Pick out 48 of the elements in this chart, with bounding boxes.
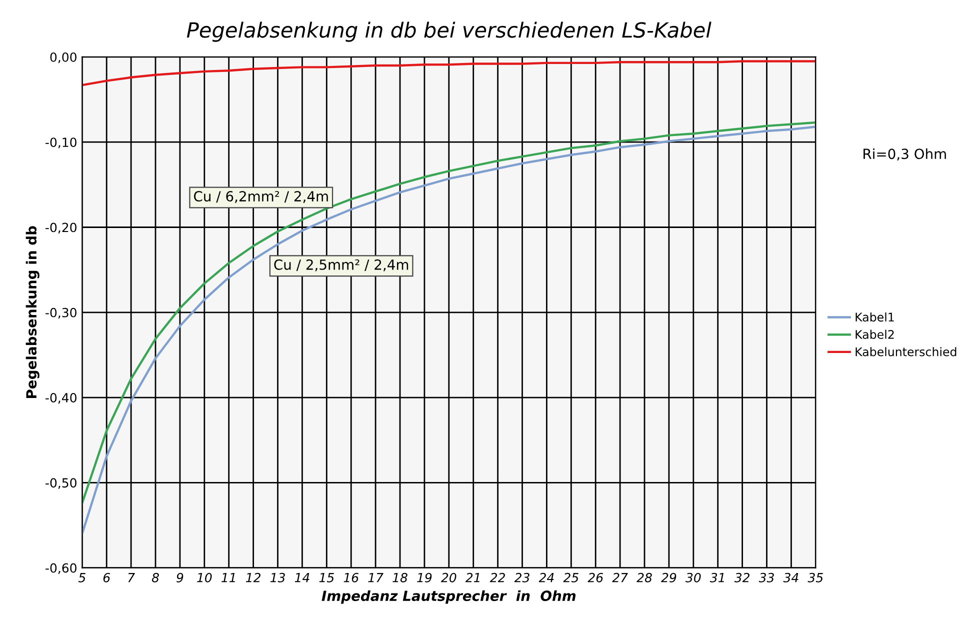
y-tick-label: -0,40 — [46, 392, 76, 404]
x-tick-label: 29 — [661, 572, 676, 582]
x-tick-label: 23 — [514, 572, 530, 582]
x-tick-label: 18 — [392, 572, 408, 582]
x-tick-label: 31 — [710, 572, 724, 582]
legend-label: Kabelunterschied — [856, 347, 956, 356]
chart-title: Pegelabsenkung in db bei verschiedenen LS-Kabel — [186, 22, 712, 42]
x-tick-label: 14 — [294, 573, 310, 582]
y-tick-label: 0,00 — [50, 52, 76, 64]
x-axis-title: Impedanz Lautsprecher in Ohm — [322, 590, 576, 604]
x-tick-label: 24 — [538, 572, 554, 582]
x-tick-label: 6 — [103, 572, 110, 582]
y-tick-label: -0,10 — [46, 138, 76, 148]
annotation: Cu / 6,2mm² / 2,4m — [194, 191, 328, 203]
y-tick-label: -0,30 — [46, 308, 76, 319]
x-tick-label: 9 — [176, 572, 184, 582]
x-tick-label: 20 — [441, 572, 456, 582]
annotation: Cu / 2,5mm² / 2,4m — [274, 259, 408, 272]
x-tick-label: 15 — [319, 573, 334, 582]
y-tick-label: -0,50 — [46, 478, 76, 489]
x-tick-label: 33 — [758, 572, 774, 582]
x-tick-label: 12 — [246, 572, 260, 582]
text: Ri=0,3 Ohm — [864, 148, 946, 161]
y-axis-title: Pegelabsenkung in db — [26, 226, 40, 398]
x-tick-label: 34 — [783, 572, 798, 582]
x-tick-label: 32 — [734, 572, 750, 582]
x-tick-label: 30 — [685, 572, 701, 582]
x-tick-label: 8 — [152, 572, 159, 582]
x-tick-label: 25 — [563, 572, 578, 582]
x-tick-label: 5 — [78, 573, 86, 582]
x-tick-label: 10 — [197, 572, 212, 582]
x-tick-label: 26 — [588, 572, 603, 582]
x-tick-label: 35 — [808, 572, 823, 582]
x-tick-label: 27 — [612, 572, 628, 582]
legend-label: Kabel1 — [856, 312, 894, 322]
x-tick-label: 19 — [417, 572, 432, 582]
line-series — [82, 60, 816, 86]
x-tick-label: 13 — [270, 572, 285, 582]
y-tick-label: -0,20 — [46, 222, 76, 234]
legend-label: Kabel2 — [856, 330, 894, 339]
x-tick-label: 11 — [222, 573, 235, 582]
x-tick-label: 21 — [465, 572, 480, 582]
x-tick-label: 7 — [128, 573, 135, 582]
x-tick-label: 17 — [368, 573, 384, 582]
y-tick-label: -0,60 — [46, 563, 76, 574]
x-tick-label: 16 — [344, 572, 358, 582]
x-tick-label: 22 — [490, 572, 505, 582]
x-tick-label: 28 — [636, 572, 652, 582]
